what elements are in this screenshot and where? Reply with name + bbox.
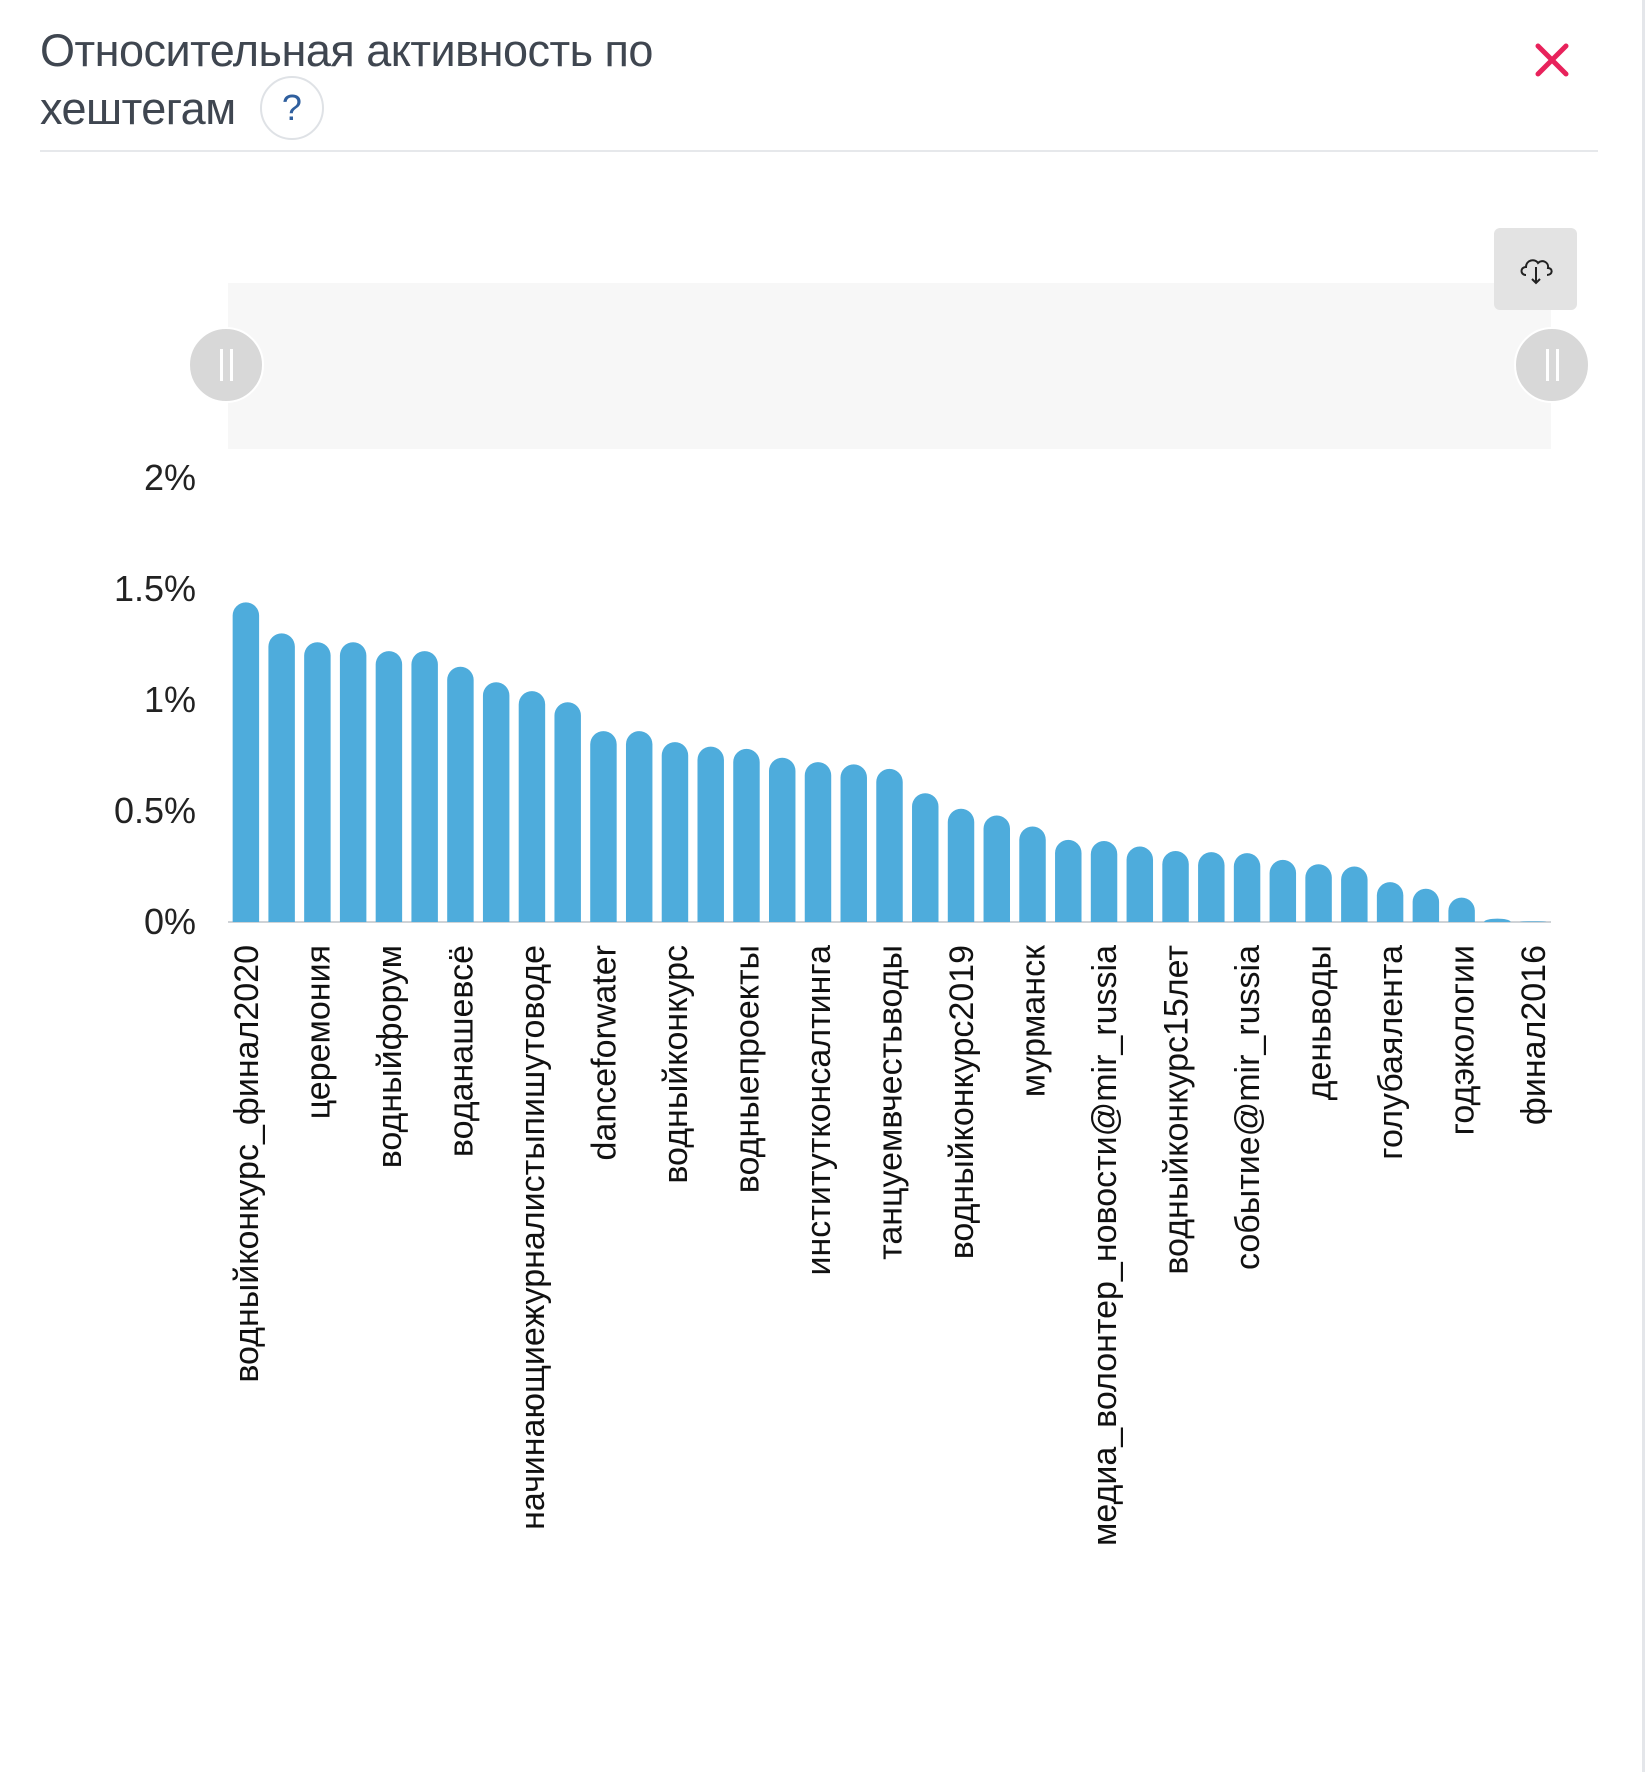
bar[interactable] (947, 808, 975, 922)
x-tick-label: начинающиежурналистыпишутоводе (514, 945, 552, 1530)
range-slider-left-handle[interactable] (188, 327, 264, 403)
bar[interactable] (482, 682, 510, 922)
x-tick-label: деньводы (1301, 945, 1339, 1100)
panel-title: Относительная активность по хештегам? (40, 22, 1240, 144)
bar[interactable] (1055, 839, 1082, 922)
x-tick-label: водныйконкурс_финал2020 (228, 945, 266, 1383)
bar[interactable] (697, 746, 724, 922)
y-tick-label: 1.5% (114, 568, 196, 609)
bar[interactable] (339, 642, 367, 922)
grip-line-icon (229, 349, 233, 381)
bar[interactable] (804, 762, 832, 922)
title-line-2: хештегам (40, 83, 236, 134)
grip-line-icon (1555, 349, 1559, 381)
bar[interactable] (661, 742, 689, 922)
x-tick-label: танцуемвчестьводы (872, 945, 910, 1260)
bar[interactable] (1376, 882, 1404, 922)
bar[interactable] (983, 815, 1011, 922)
x-tick-label: церемония (299, 945, 337, 1119)
bar[interactable] (1519, 921, 1547, 922)
x-tick-label: водныйконкурс2019 (943, 945, 981, 1259)
y-tick-label: 0% (144, 901, 196, 942)
bar[interactable] (768, 757, 796, 922)
bar[interactable] (840, 764, 867, 922)
bar[interactable] (304, 642, 331, 922)
x-tick-label: событие@mir_russia (1229, 945, 1267, 1270)
range-slider-track[interactable] (228, 283, 1551, 449)
bar[interactable] (518, 691, 546, 922)
bar[interactable] (1341, 866, 1368, 922)
download-button[interactable] (1494, 228, 1577, 310)
x-tick-label: голубаялента (1372, 945, 1410, 1160)
grip-line-icon (1545, 349, 1549, 381)
bar[interactable] (733, 748, 760, 922)
panel-right-border (1642, 0, 1645, 1772)
x-tick-label: водныйфорум (371, 945, 409, 1168)
y-tick-label: 0.5% (114, 790, 196, 831)
bar[interactable] (554, 702, 581, 922)
bar[interactable] (1126, 846, 1154, 922)
question-mark-icon[interactable]: ? (259, 76, 324, 141)
range-slider-right-handle[interactable] (1514, 327, 1590, 403)
bars (232, 602, 1547, 922)
bar[interactable] (1448, 897, 1475, 922)
bar[interactable] (1198, 852, 1225, 922)
bar[interactable] (1162, 850, 1189, 922)
x-tick-label: danceforwater (585, 945, 623, 1160)
x-tick-label: институтконсалтинга (800, 945, 838, 1276)
bar[interactable] (912, 793, 939, 922)
bar[interactable] (625, 731, 653, 922)
y-tick-label: 1% (144, 679, 196, 720)
cloud-download-icon (1520, 259, 1553, 285)
x-tick-label: водныйконкурс (657, 945, 695, 1184)
bar[interactable] (232, 602, 260, 922)
bar[interactable] (1090, 840, 1118, 922)
bar[interactable] (447, 666, 474, 922)
bar[interactable] (1412, 888, 1440, 922)
grip-line-icon (219, 349, 223, 381)
x-tick-label: водныепроекты (728, 945, 766, 1193)
bar[interactable] (1305, 864, 1332, 922)
bar[interactable] (590, 731, 617, 922)
x-tick-label: воданашевсё (442, 945, 480, 1157)
title-line-1: Относительная активность по (40, 25, 653, 76)
bar[interactable] (876, 768, 903, 922)
bar[interactable] (1484, 918, 1511, 922)
bar[interactable] (411, 651, 438, 922)
bar[interactable] (375, 651, 403, 922)
bar[interactable] (1019, 826, 1046, 922)
close-button[interactable] (1528, 36, 1576, 84)
bar[interactable] (1269, 859, 1297, 922)
x-tick-label: медиа_волонтер_новости@mir_russia (1086, 945, 1124, 1546)
bar[interactable] (268, 633, 295, 922)
y-tick-label: 2% (144, 457, 196, 498)
x-axis-labels: водныйконкурс_финал2020 церемония водныйфо… (228, 944, 1553, 1546)
bar[interactable] (1233, 853, 1261, 922)
x-tick-label: мурманск (1015, 944, 1053, 1097)
x-tick-label: годэкологии (1444, 945, 1482, 1135)
header-divider (40, 150, 1598, 152)
y-axis: 0% 0.5% 1% 1.5% 2% (114, 457, 196, 942)
x-tick-label: финал2016 (1515, 945, 1553, 1125)
x-tick-label: водныйконкурс15лет (1158, 945, 1196, 1275)
close-x-icon (1535, 43, 1569, 77)
